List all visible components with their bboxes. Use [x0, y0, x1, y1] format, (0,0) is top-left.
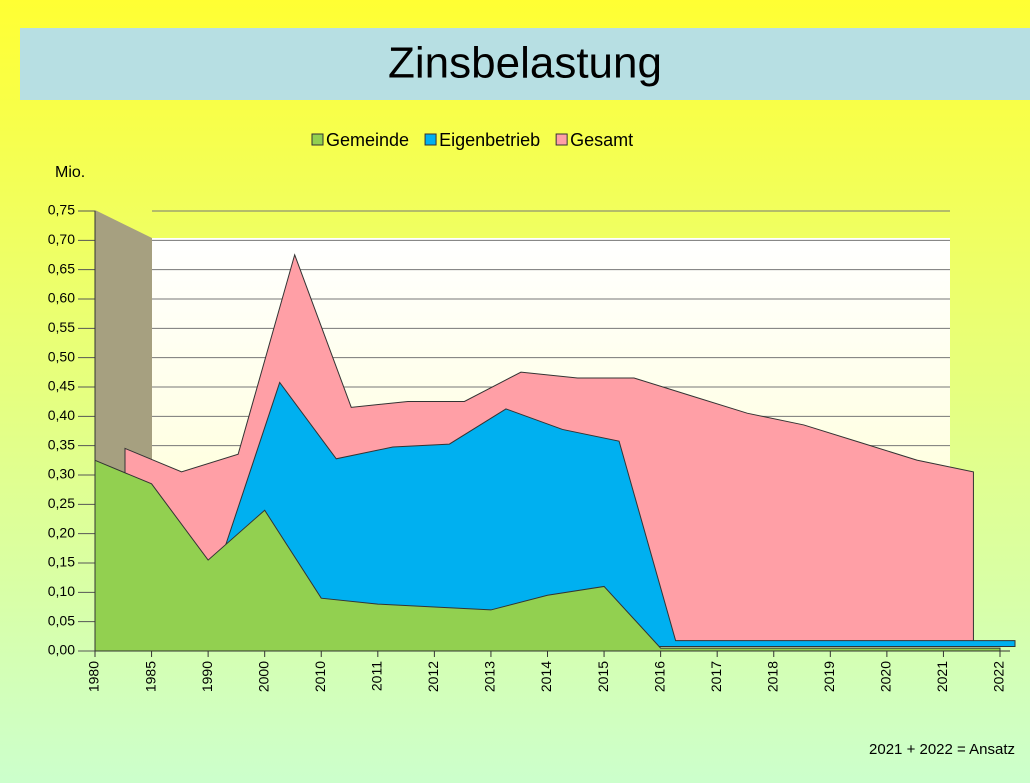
- x-tick-label: 2010: [312, 661, 328, 692]
- axes: 0,00 0,05 0,10 0,15 0,20 0,25 0,30 0,35 0,40 0,45…: [48, 202, 1010, 692]
- y-tick-label: 0,70: [48, 231, 75, 247]
- legend-label: Gesamt: [570, 130, 633, 150]
- legend-swatch: [424, 133, 437, 146]
- y-tick-label: 0,60: [48, 290, 75, 306]
- y-tick-label: 0,65: [48, 260, 75, 276]
- y-tick-label: 0,05: [48, 612, 75, 628]
- legend-swatch: [555, 133, 568, 146]
- legend-swatch: [311, 133, 324, 146]
- plot: [94, 253, 1016, 652]
- x-tick-label: 2016: [651, 661, 667, 692]
- legend-label: Gemeinde: [326, 130, 409, 150]
- x-tick-label: 2019: [821, 661, 837, 692]
- y-tick-label: 0,10: [48, 583, 75, 599]
- title-banner: [20, 28, 1030, 100]
- x-tick-label: 2021: [934, 661, 950, 692]
- y-tick-label: 0,25: [48, 495, 75, 511]
- y-tick-label: 0,40: [48, 407, 75, 423]
- x-tick-label: 2017: [708, 661, 724, 692]
- legend-label: Eigenbetrieb: [439, 130, 540, 150]
- y-tick-label: 0,30: [48, 466, 75, 482]
- x-tick-label: 1990: [199, 661, 215, 692]
- x-tick-label: 1985: [142, 661, 158, 692]
- x-tick-label: 2018: [764, 661, 780, 692]
- chart-title: Zinsbelastung: [388, 39, 662, 88]
- area: [110, 381, 1016, 647]
- y-tick-label: 0,55: [48, 319, 75, 335]
- x-tick-label: 2011: [369, 661, 385, 691]
- x-tick-label: 2000: [255, 661, 271, 692]
- y-tick-label: 0,50: [48, 348, 75, 364]
- footnote: 2021 + 2022 = Ansatz: [869, 741, 1015, 758]
- y-tick-label: 0,20: [48, 524, 75, 540]
- y-tick-label: 0,75: [48, 202, 75, 218]
- x-tick-label: 2013: [482, 661, 498, 692]
- x-tick-label: 2020: [878, 661, 894, 692]
- x-tick-label: 2014: [538, 661, 554, 692]
- y-axis-label: Mio.: [55, 164, 85, 181]
- y-tick-label: 0,15: [48, 554, 75, 570]
- x-tick-label: 2022: [991, 661, 1007, 692]
- x-tick-label: 2015: [595, 661, 611, 692]
- y-tick-label: 0,00: [48, 642, 75, 658]
- y-tick-label: 0,45: [48, 378, 75, 394]
- x-tick-label: 1980: [86, 661, 102, 692]
- x-tick-label: 2012: [425, 661, 441, 692]
- legend: Gemeinde Eigenbetrieb Gesamt: [311, 130, 633, 150]
- y-tick-label: 0,35: [48, 436, 75, 452]
- area: [94, 459, 1001, 652]
